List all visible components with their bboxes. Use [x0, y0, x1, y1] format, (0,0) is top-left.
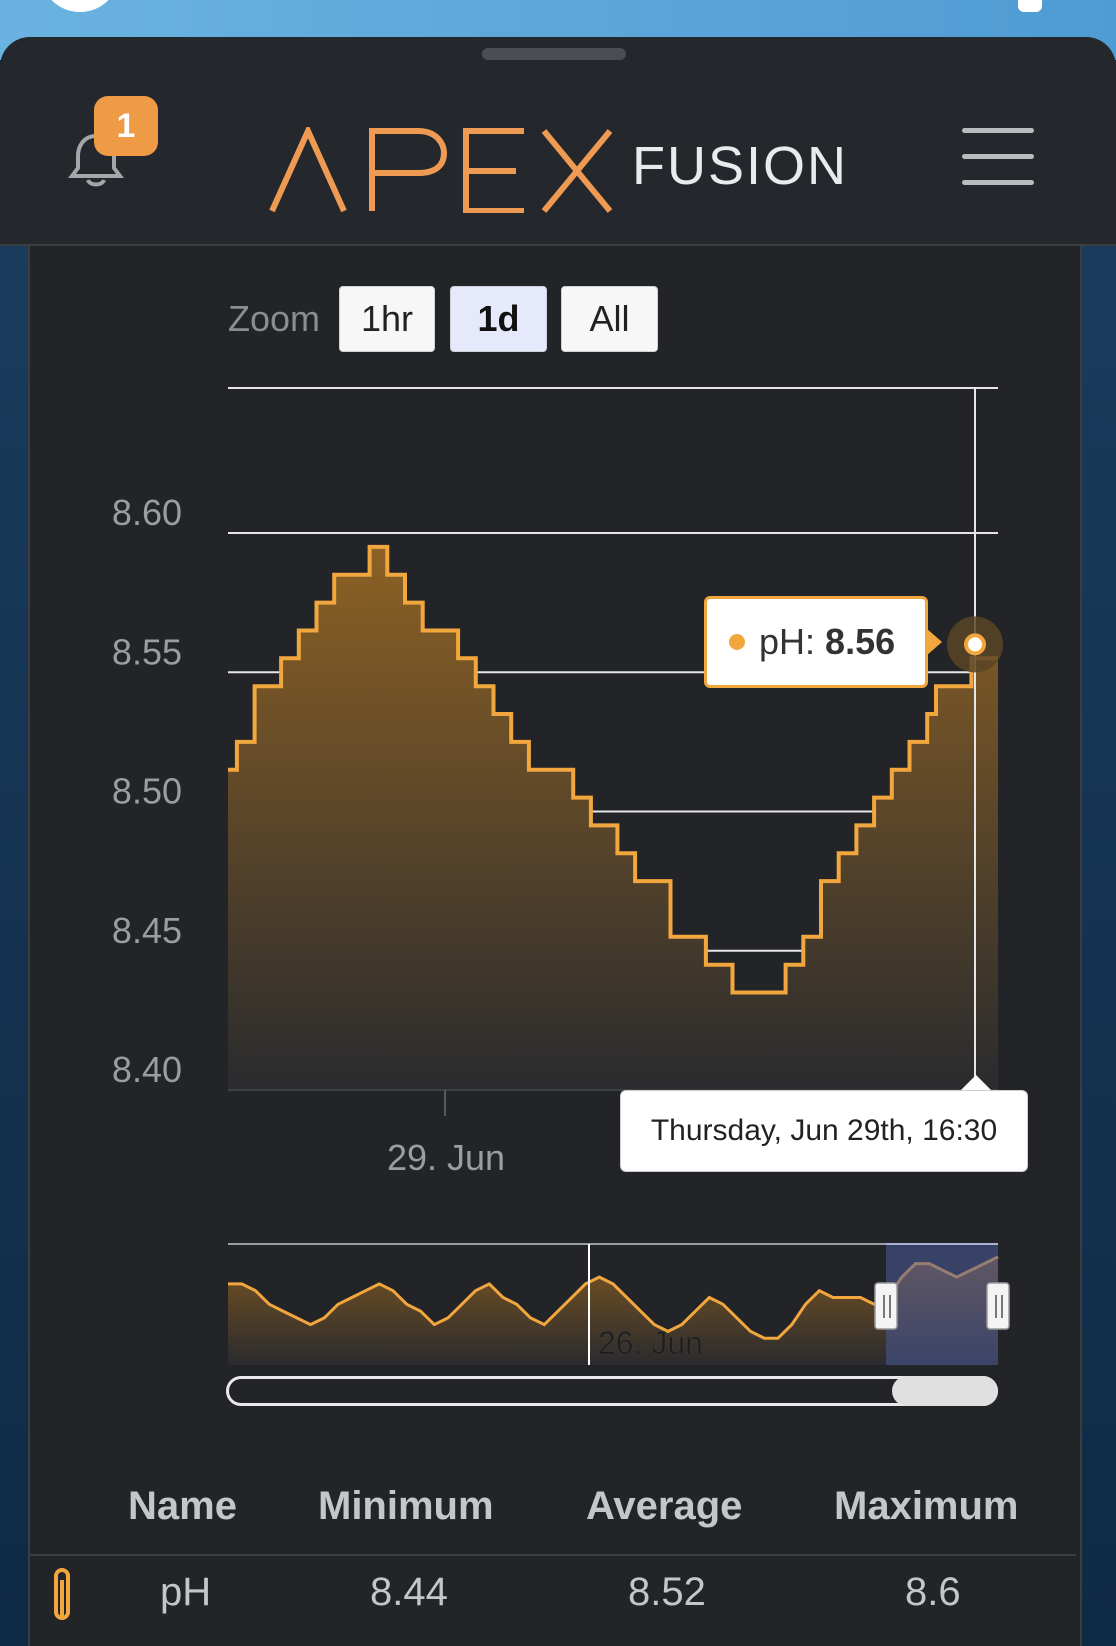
table-row-name: pH [160, 1570, 212, 1614]
battery-icon [1018, 0, 1042, 12]
tooltip-value: 8.56 [825, 621, 896, 662]
value-tooltip: pH: 8.56 [704, 596, 928, 688]
navigator-date-label: 26. Jun [598, 1325, 703, 1361]
series-dot-icon [729, 634, 745, 650]
y-tick-label: 8.50 [112, 771, 182, 812]
navigator-selection[interactable] [886, 1244, 998, 1365]
navigator-scrollbar-thumb[interactable] [892, 1376, 998, 1406]
logo-fusion-text: FUSION [632, 136, 849, 196]
zoom-1d-button[interactable]: 1d [450, 286, 547, 352]
zoom-1hr-button[interactable]: 1hr [339, 286, 435, 352]
ph-area [228, 546, 998, 1090]
y-tick-label: 8.55 [112, 631, 182, 672]
x-tick-label: 29. Jun [387, 1137, 505, 1178]
ph-series-line [228, 544, 998, 995]
table-row-minimum: 8.44 [370, 1570, 448, 1614]
table-row-average: 8.52 [628, 1570, 706, 1614]
table-header-name[interactable]: Name [128, 1484, 237, 1528]
hover-point[interactable] [964, 633, 986, 656]
table-header-maximum[interactable]: Maximum [834, 1484, 1019, 1528]
y-tick-label: 8.60 [112, 492, 182, 533]
navigator-handle-right[interactable] [986, 1282, 1010, 1330]
navigator-grips [883, 1295, 1003, 1318]
sheet-grabber[interactable] [482, 48, 626, 60]
navigator-area [228, 1256, 998, 1365]
apex-fusion-logo: FUSION [268, 110, 848, 230]
date-tooltip-arrow [960, 1075, 992, 1091]
navigator-line [228, 1255, 999, 1340]
navigator-scrollbar-track[interactable] [226, 1376, 998, 1406]
tooltip-arrow [926, 628, 942, 656]
background-strip-right [1080, 246, 1116, 1646]
notification-badge[interactable]: 1 [94, 96, 158, 156]
zoom-label: Zoom [228, 298, 321, 339]
zoom-all-button[interactable]: All [561, 286, 658, 352]
y-tick-label: 8.45 [112, 910, 182, 951]
table-header-minimum[interactable]: Minimum [318, 1484, 494, 1528]
date-tooltip: Thursday, Jun 29th, 16:30 [620, 1090, 1028, 1172]
y-tick-label: 8.40 [112, 1049, 182, 1090]
hamburger-menu-icon[interactable] [962, 128, 1034, 185]
table-divider [30, 1554, 1076, 1556]
app-header: 1 FUSION [0, 36, 1116, 246]
thermometer-icon [54, 1568, 70, 1620]
background-strip-left [0, 246, 28, 1646]
tooltip-series: pH [759, 621, 806, 662]
table-header-average[interactable]: Average [586, 1484, 743, 1528]
table-row-maximum: 8.6 [905, 1570, 961, 1614]
apex-logo-icon [269, 127, 613, 213]
navigator-handle-left[interactable] [874, 1282, 898, 1330]
